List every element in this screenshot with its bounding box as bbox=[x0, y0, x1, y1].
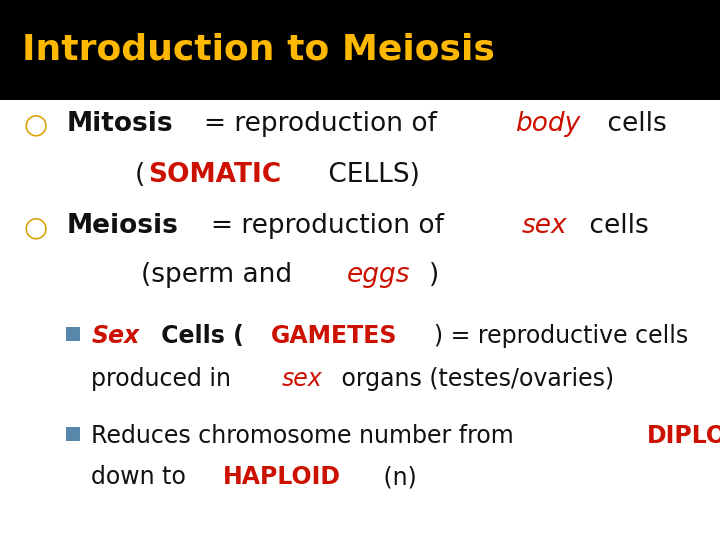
Text: (n): (n) bbox=[376, 465, 416, 489]
Text: SOMATIC: SOMATIC bbox=[148, 162, 281, 188]
FancyBboxPatch shape bbox=[0, 0, 720, 100]
Text: Cells (: Cells ( bbox=[153, 324, 244, 348]
Text: organs (testes/ovaries): organs (testes/ovaries) bbox=[334, 367, 614, 391]
Text: cells: cells bbox=[600, 111, 667, 137]
Text: = reproduction of: = reproduction of bbox=[204, 111, 445, 137]
Text: CELLS): CELLS) bbox=[320, 162, 420, 188]
Text: (sperm and: (sperm and bbox=[141, 262, 301, 288]
Text: Mitosis: Mitosis bbox=[66, 111, 173, 137]
Text: ○: ○ bbox=[23, 111, 48, 139]
Text: sex: sex bbox=[282, 367, 323, 391]
Text: sex: sex bbox=[522, 213, 567, 239]
Text: ): ) bbox=[429, 262, 439, 288]
Text: Meiosis: Meiosis bbox=[66, 213, 178, 239]
FancyBboxPatch shape bbox=[66, 427, 81, 441]
Text: Introduction to Meiosis: Introduction to Meiosis bbox=[22, 33, 495, 67]
Text: (: ( bbox=[135, 162, 145, 188]
Text: HAPLOID: HAPLOID bbox=[223, 465, 341, 489]
Text: down to: down to bbox=[91, 465, 194, 489]
Text: cells: cells bbox=[581, 213, 649, 239]
Text: ○: ○ bbox=[23, 213, 48, 241]
Text: DIPLOID: DIPLOID bbox=[647, 424, 720, 448]
FancyBboxPatch shape bbox=[66, 327, 81, 341]
Text: eggs: eggs bbox=[347, 262, 410, 288]
Text: produced in: produced in bbox=[91, 367, 239, 391]
Text: Sex: Sex bbox=[91, 324, 140, 348]
Text: Reduces chromosome number from: Reduces chromosome number from bbox=[91, 424, 521, 448]
Text: ) = reproductive cells: ) = reproductive cells bbox=[434, 324, 688, 348]
Text: = reproduction of: = reproduction of bbox=[210, 213, 452, 239]
Text: body: body bbox=[516, 111, 580, 137]
Text: GAMETES: GAMETES bbox=[271, 324, 397, 348]
